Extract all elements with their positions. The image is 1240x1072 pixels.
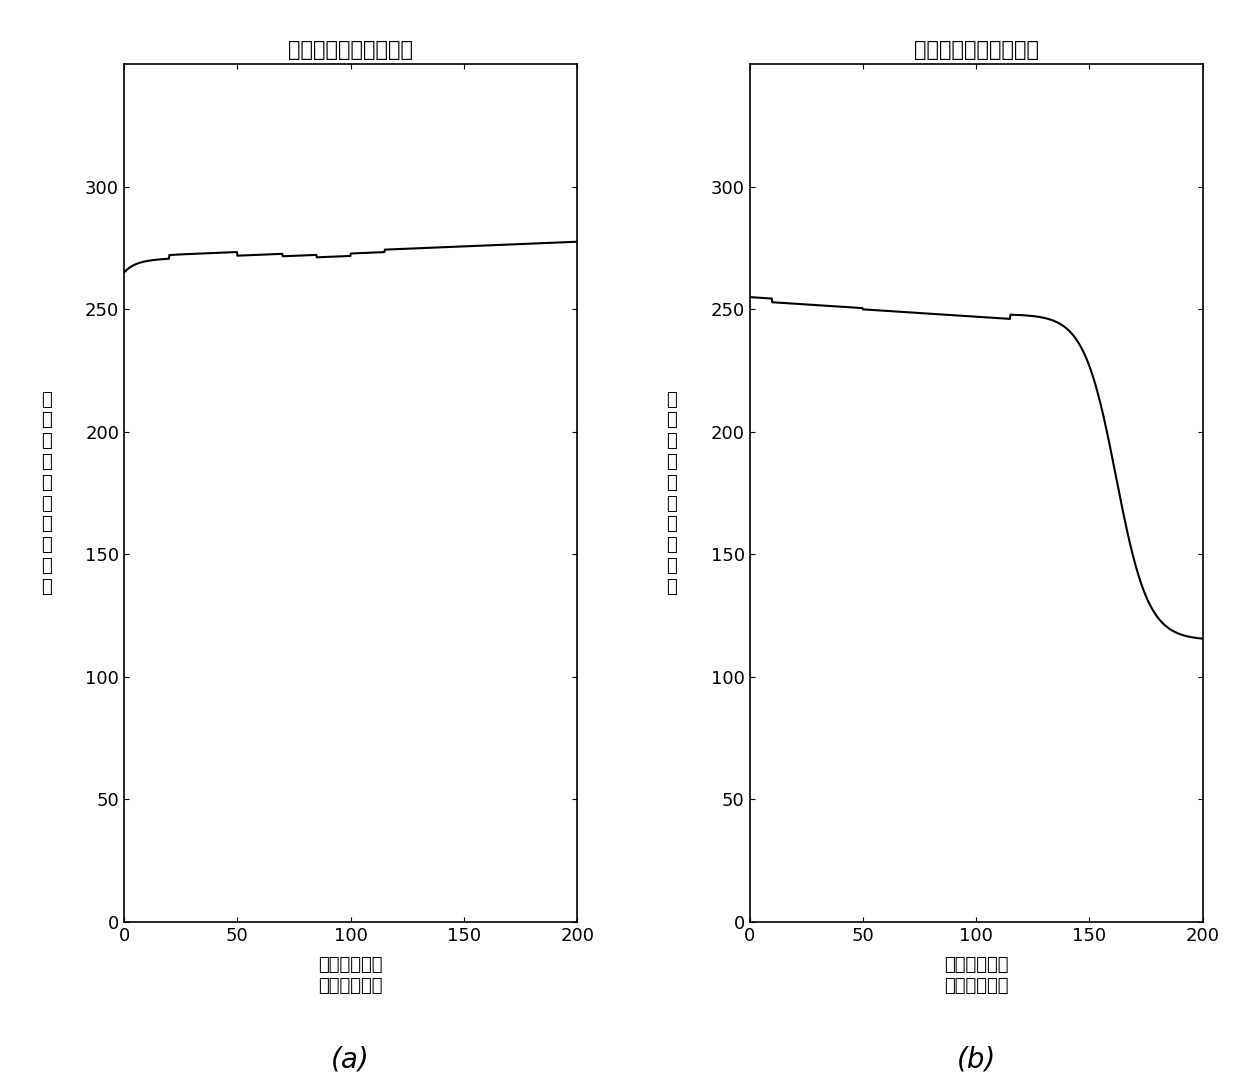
X-axis label: 用像素点数表
示的横向距离: 用像素点数表 示的横向距离 bbox=[944, 956, 1008, 995]
X-axis label: 用像素点数表
示的横向距离: 用像素点数表 示的横向距离 bbox=[319, 956, 383, 995]
Text: (a): (a) bbox=[331, 1045, 370, 1072]
Text: (b): (b) bbox=[956, 1045, 996, 1072]
Y-axis label: 用
像
素
点
数
表
示
的
高
程: 用 像 素 点 数 表 示 的 高 程 bbox=[666, 390, 677, 596]
Title: 火山通道底面高程函数: 火山通道底面高程函数 bbox=[914, 40, 1039, 60]
Y-axis label: 用
像
素
点
数
表
示
的
高
程: 用 像 素 点 数 表 示 的 高 程 bbox=[41, 390, 51, 596]
Title: 火山通道顶面高程函数: 火山通道顶面高程函数 bbox=[288, 40, 413, 60]
